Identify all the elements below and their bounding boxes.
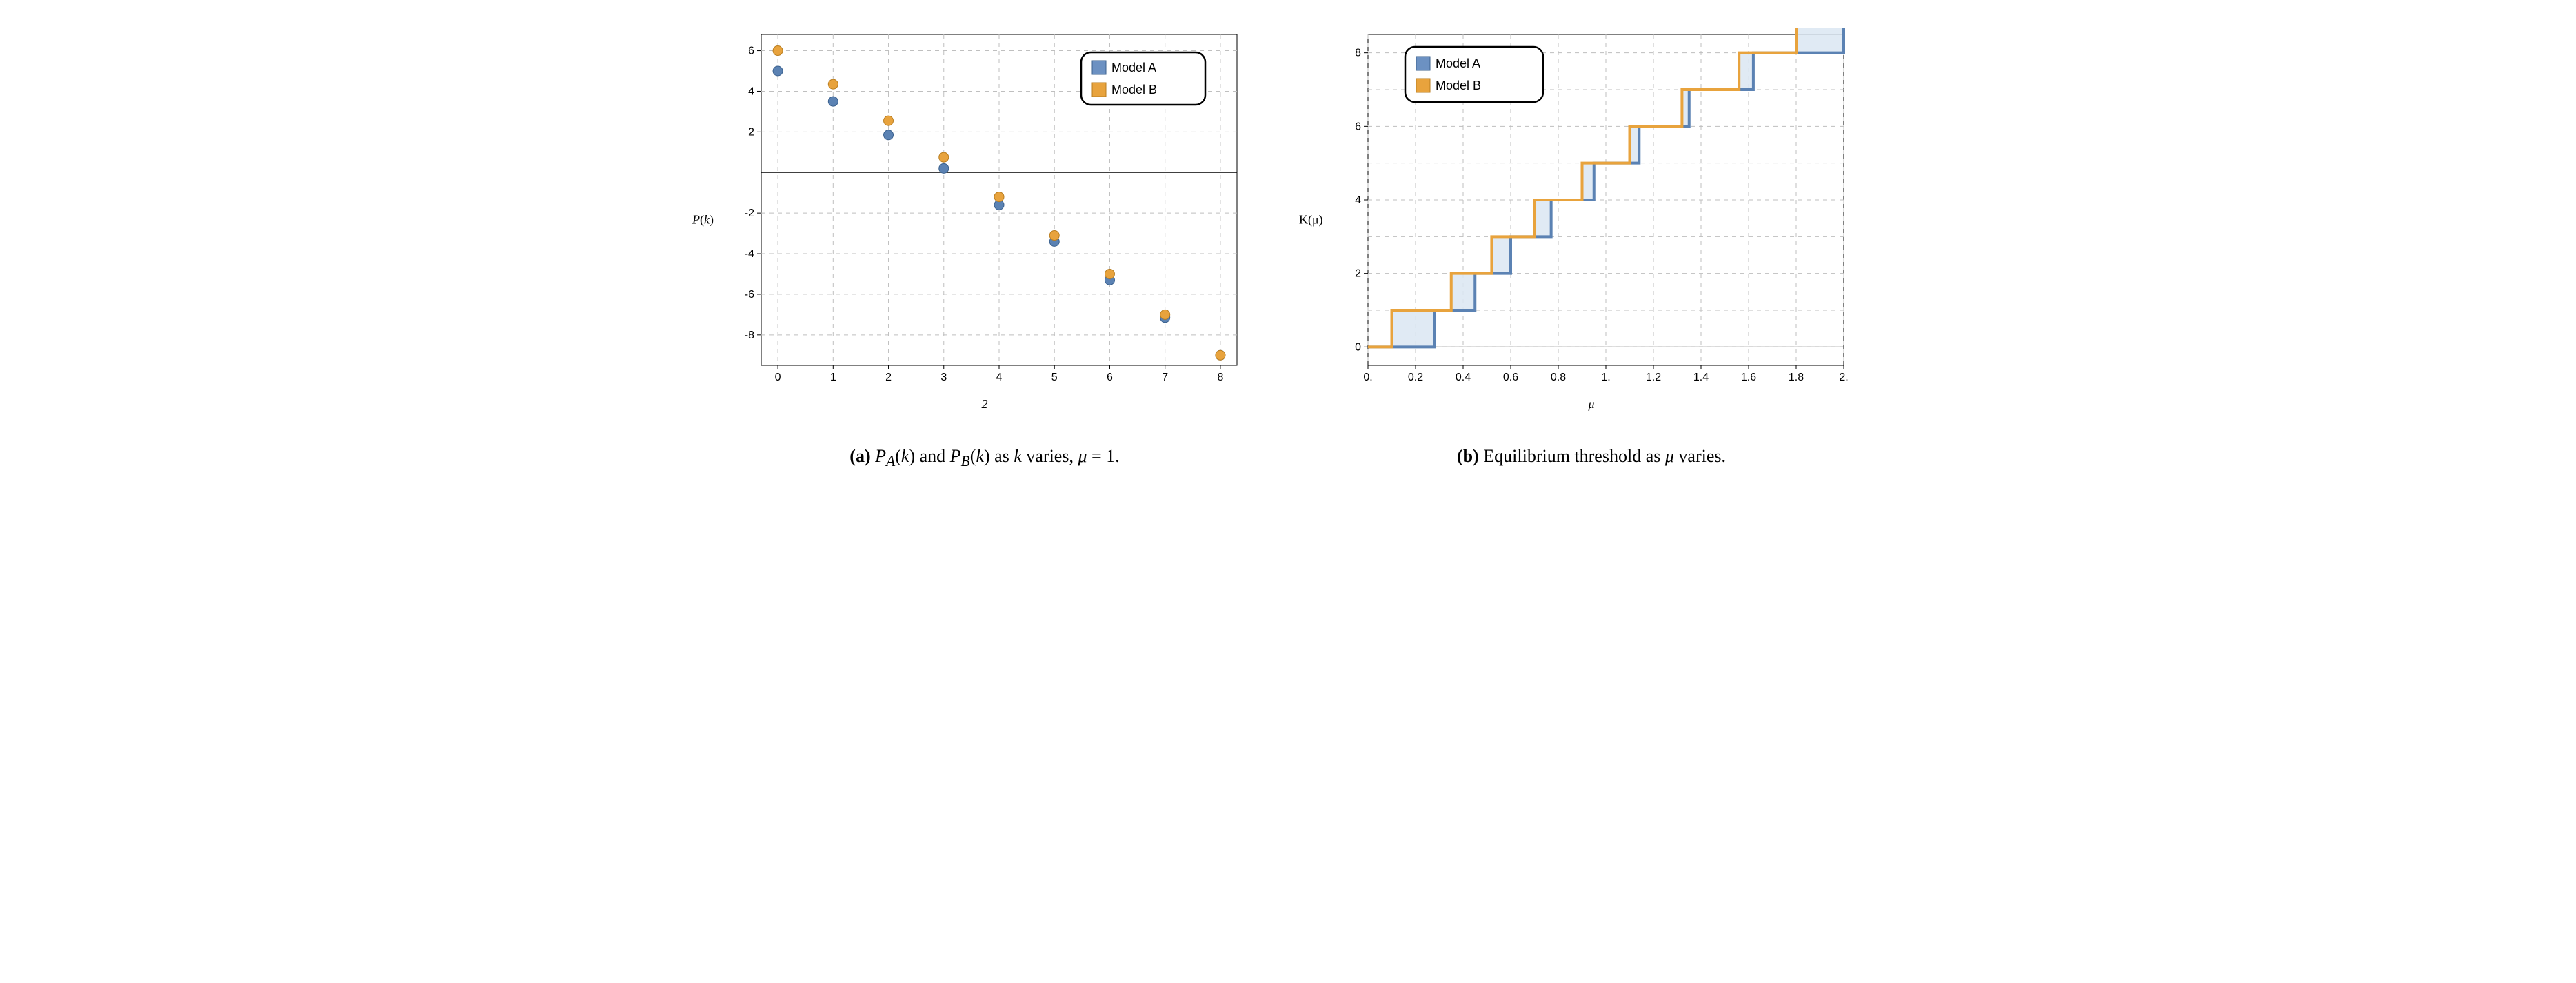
chart-b-xlabel: μ bbox=[1329, 397, 1853, 412]
svg-text:-6: -6 bbox=[745, 289, 754, 301]
svg-text:Model B: Model B bbox=[1111, 83, 1157, 97]
svg-text:8: 8 bbox=[1355, 48, 1361, 59]
svg-text:0.8: 0.8 bbox=[1551, 372, 1566, 383]
panel-b: K(μ) 0.0.20.40.60.81.1.21.41.61.82.02468… bbox=[1329, 28, 1853, 470]
data-point bbox=[773, 46, 783, 56]
svg-text:Model B: Model B bbox=[1436, 79, 1481, 92]
svg-text:5: 5 bbox=[1051, 372, 1058, 383]
data-point bbox=[884, 130, 894, 140]
svg-text:1.4: 1.4 bbox=[1693, 372, 1709, 383]
caption-a: (a) PA(k) and PB(k) as k varies, μ = 1. bbox=[849, 446, 1119, 470]
chart-a-xlabel: 2 bbox=[723, 397, 1247, 412]
data-point bbox=[1105, 269, 1114, 278]
svg-text:0.4: 0.4 bbox=[1456, 372, 1471, 383]
svg-text:0.6: 0.6 bbox=[1503, 372, 1518, 383]
svg-text:2: 2 bbox=[885, 372, 892, 383]
data-point bbox=[828, 97, 838, 106]
data-point bbox=[939, 152, 949, 162]
svg-text:4: 4 bbox=[996, 372, 1003, 383]
svg-text:0.2: 0.2 bbox=[1408, 372, 1423, 383]
data-point bbox=[773, 66, 783, 76]
svg-text:1.: 1. bbox=[1601, 372, 1610, 383]
svg-text:-2: -2 bbox=[745, 207, 754, 219]
svg-text:1.8: 1.8 bbox=[1789, 372, 1804, 383]
svg-text:2: 2 bbox=[1355, 268, 1361, 280]
chart-b-svg: 0. 0.2 0.4 0.6 0.8 1. 1.2 1.4 1.6 1.8 2. 0 2 4 6 8 Model… bbox=[1329, 28, 1853, 393]
svg-text:0: 0 bbox=[775, 372, 781, 383]
svg-text:1.2: 1.2 bbox=[1646, 372, 1661, 383]
chart-a-wrap: P(k) 012345678-8-6-4-2246Model AModel B … bbox=[723, 28, 1247, 412]
data-point bbox=[1160, 310, 1170, 319]
svg-text:8: 8 bbox=[1217, 372, 1223, 383]
panel-a: P(k) 012345678-8-6-4-2246Model AModel B … bbox=[723, 28, 1247, 470]
svg-text:6: 6 bbox=[1107, 372, 1113, 383]
data-point bbox=[828, 79, 838, 89]
data-point bbox=[1216, 350, 1225, 360]
svg-text:7: 7 bbox=[1162, 372, 1168, 383]
chart-a-svg: 0 1 2 3 4 5 6 7 8 -8 -6 -4 -2 2 4 6 Model A Model B bbox=[723, 28, 1247, 393]
svg-text:4: 4 bbox=[1355, 194, 1361, 206]
svg-text:Model A: Model A bbox=[1111, 61, 1156, 74]
svg-text:1.6: 1.6 bbox=[1741, 372, 1756, 383]
svg-text:6: 6 bbox=[1355, 121, 1361, 132]
svg-text:1: 1 bbox=[830, 372, 836, 383]
svg-text:0.: 0. bbox=[1363, 372, 1372, 383]
data-point bbox=[939, 163, 949, 173]
svg-text:2.: 2. bbox=[1839, 372, 1848, 383]
svg-text:6: 6 bbox=[748, 45, 754, 57]
svg-text:-4: -4 bbox=[745, 248, 754, 260]
svg-text:Model A: Model A bbox=[1436, 57, 1480, 70]
chart-a-ylabel: P(k) bbox=[692, 212, 714, 227]
svg-text:-8: -8 bbox=[745, 330, 754, 341]
svg-text:0: 0 bbox=[1355, 341, 1361, 353]
svg-text:3: 3 bbox=[940, 372, 947, 383]
svg-text:2: 2 bbox=[748, 126, 754, 138]
chart-b-ylabel: K(μ) bbox=[1299, 212, 1323, 227]
chart-b-wrap: K(μ) 0.0.20.40.60.81.1.21.41.61.82.02468… bbox=[1329, 28, 1853, 412]
svg-text:4: 4 bbox=[748, 85, 754, 97]
caption-b: (b) Equilibrium threshold as μ varies. bbox=[1457, 446, 1726, 467]
data-point bbox=[994, 192, 1004, 202]
data-point bbox=[1049, 231, 1059, 241]
data-point bbox=[884, 116, 894, 125]
